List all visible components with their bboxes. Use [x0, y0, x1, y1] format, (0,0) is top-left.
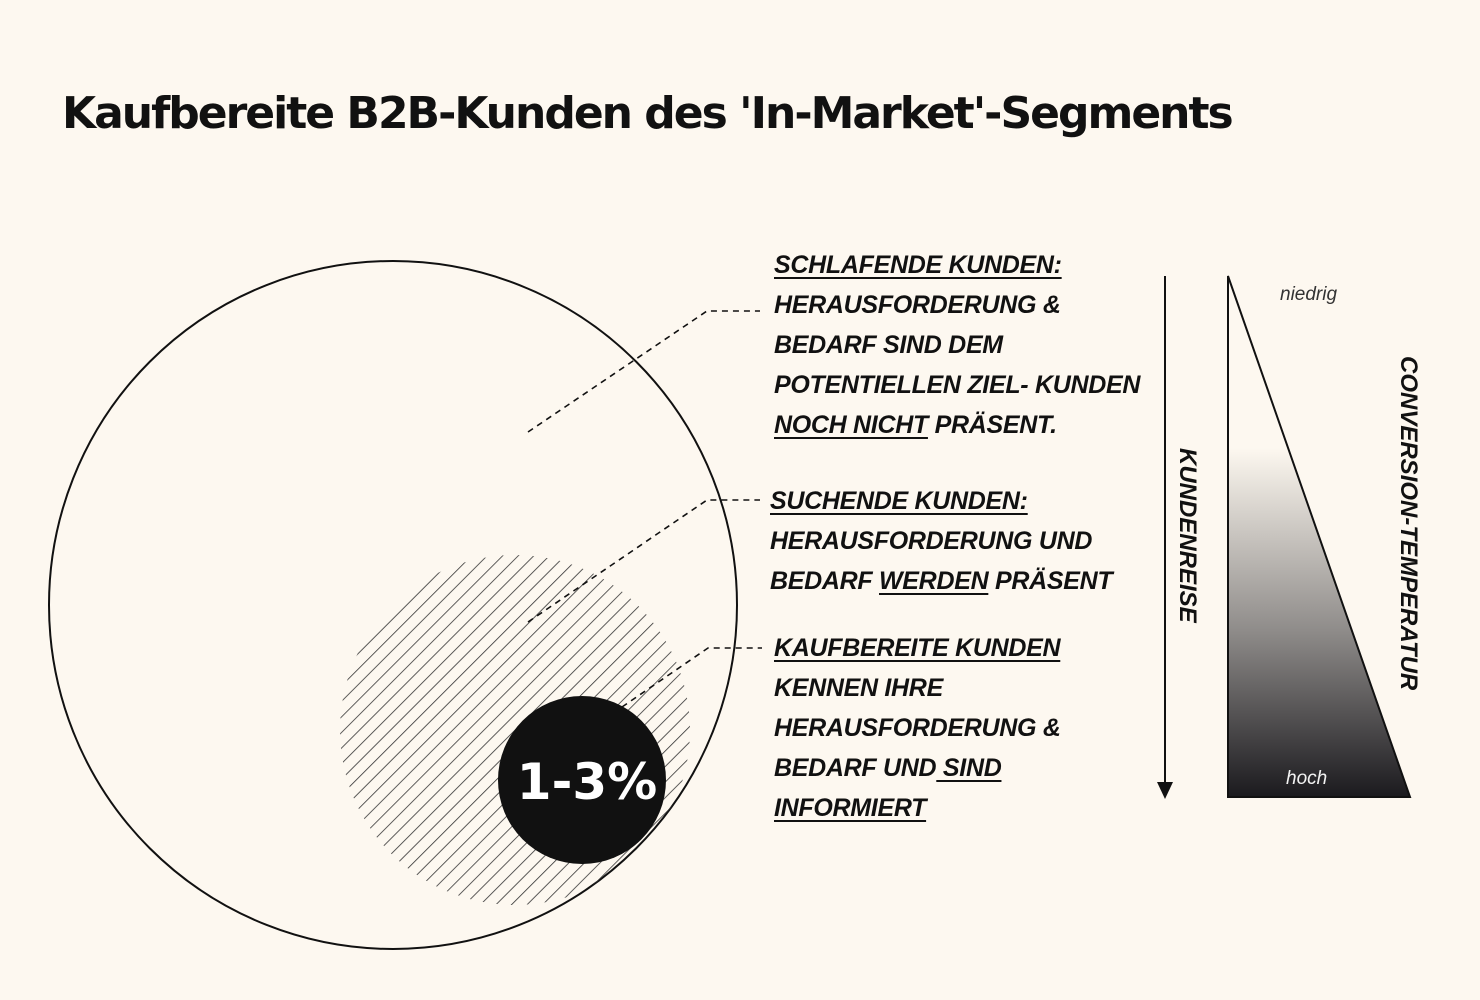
leader-line-ready	[621, 647, 762, 708]
arrow-down-icon	[1157, 782, 1173, 799]
leader-line-sleeping	[527, 310, 760, 433]
sleeping-customers-heading: SCHLAFENDE KUNDEN:	[774, 251, 1062, 279]
ready-line-2: HERAUSFORDERUNG &	[774, 714, 1061, 742]
ready-customers-heading: KAUFBEREITE KUNDEN	[774, 634, 1061, 662]
sleeping-line-3: POTENTIELLEN ZIEL- KUNDEN	[774, 371, 1141, 399]
sleeping-line-4-emphasis: NOCH NICHT	[774, 411, 928, 439]
temperature-triangle	[1227, 275, 1412, 798]
searching-line-2-emphasis: WERDEN	[879, 567, 989, 595]
customer-journey-arrow	[1157, 276, 1173, 799]
core-circle-ready	[498, 696, 666, 864]
temperature-low-label: niedrig	[1280, 284, 1337, 305]
customer-journey-label: KUNDENREISE	[1174, 448, 1201, 624]
sleeping-line-1: HERAUSFORDERUNG &	[774, 291, 1061, 319]
searching-customers-text: SUCHENDE KUNDEN: HERAUSFORDERUNG UND BED…	[770, 481, 1113, 601]
ready-line-4-emphasis: INFORMIERT	[774, 794, 927, 822]
sleeping-customers-text: SCHLAFENDE KUNDEN: HERAUSFORDERUNG & BED…	[774, 245, 1140, 445]
ready-line-3-emphasis: SIND	[936, 754, 1002, 782]
searching-line-1: HERAUSFORDERUNG UND	[770, 527, 1093, 555]
diagram-title: Kaufbereite B2B-Kunden des 'In-Market'-S…	[62, 88, 1234, 139]
searching-line-2-start: BEDARF	[770, 567, 880, 595]
outer-circle-sleeping	[48, 260, 738, 950]
sleeping-line-2: BEDARF SIND DEM	[774, 331, 1003, 359]
ready-line-1: KENNEN IHRE	[774, 674, 943, 702]
ready-customers-text: KAUFBEREITE KUNDEN KENNEN IHRE HERAUSFOR…	[774, 628, 1061, 828]
core-percentage: 1-3%	[517, 753, 657, 811]
leader-lines	[527, 310, 762, 708]
ready-line-3-start: BEDARF UND	[774, 754, 937, 782]
searching-line-2-end: PRÄSENT	[988, 567, 1113, 595]
sleeping-line-4-rest: PRÄSENT.	[927, 411, 1057, 439]
searching-customers-heading: SUCHENDE KUNDEN:	[770, 487, 1028, 515]
conversion-temperature-label: CONVERSION-TEMPERATUR	[1395, 356, 1422, 691]
temperature-high-label: hoch	[1286, 768, 1327, 789]
